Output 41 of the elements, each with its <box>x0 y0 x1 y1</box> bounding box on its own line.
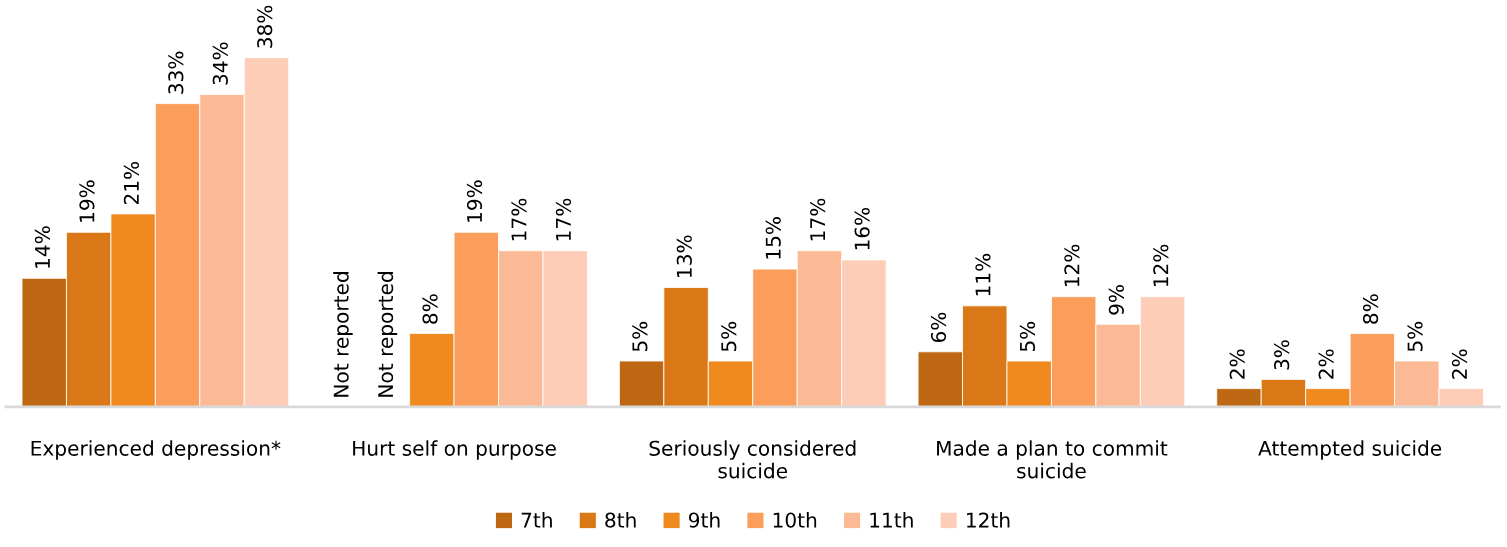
data-label: 11% <box>975 253 991 296</box>
data-label: 19% <box>79 180 95 222</box>
text: Not reported <box>377 272 398 397</box>
data-label: 5% <box>632 321 648 352</box>
data-label: 8% <box>422 294 438 324</box>
legend-label: 9th <box>688 512 720 528</box>
data-label: 17% <box>511 198 527 241</box>
data-label: 17% <box>555 198 572 241</box>
legend-label: 12th <box>967 512 1010 528</box>
data-label: 6% <box>930 312 947 343</box>
data-label: 5% <box>1407 321 1423 352</box>
data-label: 12% <box>1153 244 1169 287</box>
data-label: 13% <box>676 235 692 277</box>
data-label: 2% <box>1451 349 1468 379</box>
data-label: 34% <box>212 42 228 85</box>
data-label: 19% <box>466 180 483 222</box>
data-label: 5% <box>721 321 737 352</box>
legend-label: 10th <box>773 512 817 528</box>
text: Not reported <box>333 272 353 397</box>
legend-label: 11th <box>870 512 913 528</box>
data-label: 33% <box>168 51 184 94</box>
data-label: 5% <box>1019 321 1036 352</box>
data-label: 38% <box>257 5 273 48</box>
data-label: 17% <box>810 198 826 241</box>
data-label: 2% <box>1229 349 1245 379</box>
data-label: 15% <box>765 217 781 259</box>
data-label: 3% <box>1274 340 1290 370</box>
data-label: 21% <box>123 161 139 205</box>
data-label: 8% <box>1362 294 1379 324</box>
legend-label: 8th <box>605 512 636 528</box>
x-tick-label: Experienced depression* <box>31 440 281 460</box>
data-label: 9% <box>1108 285 1124 315</box>
data-label: 2% <box>1318 349 1334 379</box>
x-tick-label: Attempted suicide <box>1258 440 1442 460</box>
data-label: 14% <box>34 226 51 268</box>
data-label: 12% <box>1064 244 1080 287</box>
legend-label: 7th <box>521 512 552 528</box>
x-tick-label: Hurt self on purpose <box>353 440 556 460</box>
x-tick-label: Seriously considered suicide <box>649 440 856 479</box>
x-tick-label: Made a plan to commit suicide <box>937 440 1168 479</box>
data-label: 16% <box>854 207 870 250</box>
